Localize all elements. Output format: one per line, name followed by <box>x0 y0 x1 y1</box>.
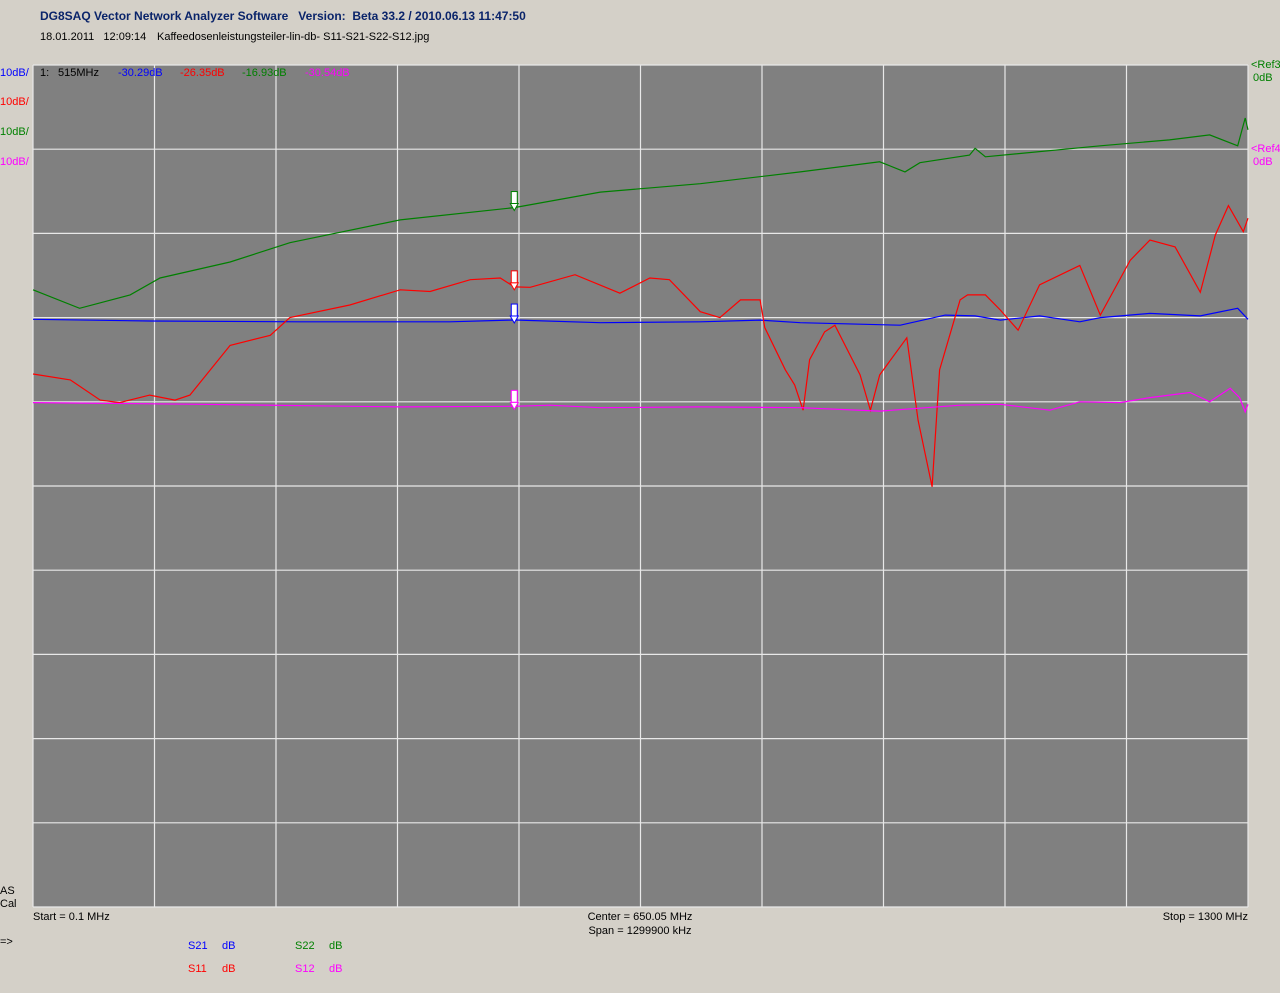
legend-unit: dB <box>222 963 235 975</box>
status-cal: Cal <box>0 898 17 910</box>
legend-unit: dB <box>222 940 235 952</box>
timestamp: 18.01.2011 12:09:14 <box>40 31 146 43</box>
trace <box>32 387 1249 414</box>
stop-freq: Stop = 1300 MHz <box>1163 911 1248 923</box>
ref-level: 0dB <box>1253 72 1273 84</box>
marker-frequency: 515MHz <box>58 67 99 79</box>
marker-flag <box>510 303 518 317</box>
marker <box>509 203 520 212</box>
ref-level: 0dB <box>1253 156 1273 168</box>
legend-name: S12 <box>295 963 315 975</box>
app-title: DG8SAQ Vector Network Analyzer Software … <box>40 9 526 23</box>
marker-flag <box>510 389 518 403</box>
marker-readout: -16.93dB <box>242 67 287 79</box>
scale-label: 10dB/ <box>0 156 30 168</box>
prompt: => <box>0 936 13 948</box>
center-freq: Center = 650.05 MHz <box>588 911 693 923</box>
trace <box>32 307 1249 326</box>
marker-flag <box>510 270 518 284</box>
scale-label: 10dB/ <box>0 126 30 138</box>
marker-readout: -30.54dB <box>305 67 350 79</box>
ref-label: <Ref3 <box>1251 59 1280 71</box>
trace <box>32 204 1249 487</box>
legend-unit: dB <box>329 963 342 975</box>
status-as: AS <box>0 885 15 897</box>
legend-name: S21 <box>188 940 208 952</box>
legend-name: S11 <box>188 963 207 975</box>
marker-readout: -26.35dB <box>180 67 225 79</box>
trace <box>32 117 1249 309</box>
marker <box>509 315 520 325</box>
marker <box>509 401 520 411</box>
scale-label: 10dB/ <box>0 96 30 108</box>
marker-label: 1: <box>40 67 49 79</box>
scale-label: 10dB/ <box>0 67 30 79</box>
legend-name: S22 <box>295 940 315 952</box>
marker-readout: -30.29dB <box>118 67 163 79</box>
marker <box>509 282 520 291</box>
filename: Kaffeedosenleistungsteiler-lin-db- S11-S… <box>157 31 429 43</box>
start-freq: Start = 0.1 MHz <box>33 911 110 923</box>
ref-label: <Ref4 <box>1251 143 1280 155</box>
marker-flag <box>510 191 518 205</box>
span: Span = 1299900 kHz <box>588 925 691 937</box>
legend-unit: dB <box>329 940 342 952</box>
